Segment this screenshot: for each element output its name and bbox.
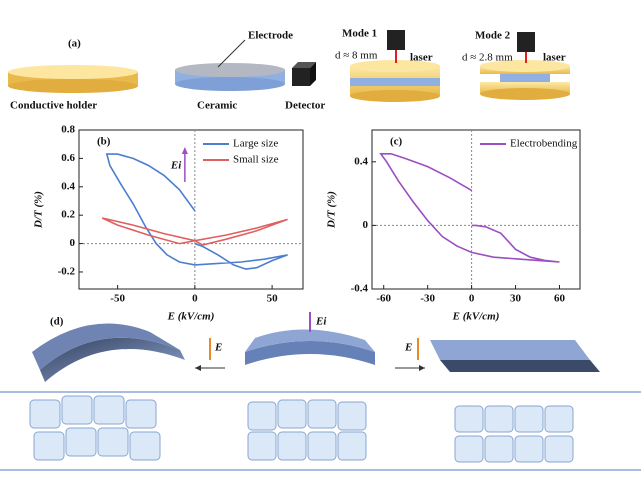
ceramic-label: Ceramic (197, 100, 237, 112)
x-tick-label: 0 (469, 293, 475, 305)
x-tick-label: -30 (420, 293, 435, 305)
holder-icon (8, 65, 138, 93)
y-tick-label: -0.4 (351, 283, 369, 295)
x-tick-label: -60 (376, 293, 391, 305)
panel-label: (c) (390, 136, 403, 148)
panel-label: (a) (68, 38, 81, 50)
x-tick-label: 60 (554, 293, 566, 305)
panel-label: (b) (97, 136, 111, 148)
arrow-head (419, 365, 425, 371)
bent-slab (32, 323, 185, 382)
plot-frame (371, 129, 581, 290)
y-tick-label: -0.2 (58, 265, 76, 277)
curved-slab (245, 329, 375, 365)
field-label: E (214, 342, 222, 354)
panel-label: (d) (50, 316, 64, 328)
annotation: Ei (170, 160, 182, 172)
mode1-setup (350, 30, 440, 102)
detector-label: Detector (285, 100, 325, 112)
laser-label: laser (410, 52, 433, 64)
detector-icon (292, 62, 316, 86)
y-axis-label: D/T (%) (326, 191, 338, 229)
y-tick-label: 0.4 (61, 180, 75, 192)
mode-label: Mode 2 (475, 30, 511, 42)
x-tick-label: 0 (192, 293, 198, 305)
legend-label: Large size (233, 138, 278, 150)
x-tick-label: 30 (510, 293, 522, 305)
ceramic-icon (175, 39, 285, 91)
y-tick-label: 0.6 (61, 152, 75, 164)
x-tick-label: 50 (267, 293, 279, 305)
y-tick-label: 0.2 (61, 209, 75, 221)
flat-slab (430, 340, 600, 372)
laser-label: laser (543, 52, 566, 64)
y-tick-label: 0 (363, 219, 369, 231)
mode-label: Mode 1 (342, 28, 377, 40)
distance-label: d ≈ 8 mm (335, 50, 378, 62)
field-label: E (404, 342, 412, 354)
distance-label: d ≈ 2.8 mm (462, 52, 513, 64)
data-line (379, 153, 560, 263)
data-line (105, 153, 288, 270)
field-label: Ei (315, 316, 327, 328)
data-line (101, 217, 288, 246)
annotation-arrow-head (181, 147, 188, 154)
plot-frame (78, 129, 304, 290)
x-tick-label: -50 (110, 293, 125, 305)
electrode-label: Electrode (248, 30, 293, 42)
x-axis-label: E (kV/cm) (452, 311, 500, 323)
y-axis-label: D/T (%) (33, 191, 45, 229)
y-tick-label: 0 (70, 237, 76, 249)
mode2-setup (480, 32, 570, 100)
y-tick-label: 0.4 (354, 155, 368, 167)
holder-label: Conductive holder (10, 100, 97, 112)
legend-label: Electrobending (510, 138, 578, 150)
legend-label: Small size (233, 154, 279, 166)
x-axis-label: E (kV/cm) (167, 311, 215, 323)
domain-grid (29, 395, 574, 463)
y-tick-label: 0.8 (61, 124, 75, 136)
arrow-head (195, 365, 201, 371)
